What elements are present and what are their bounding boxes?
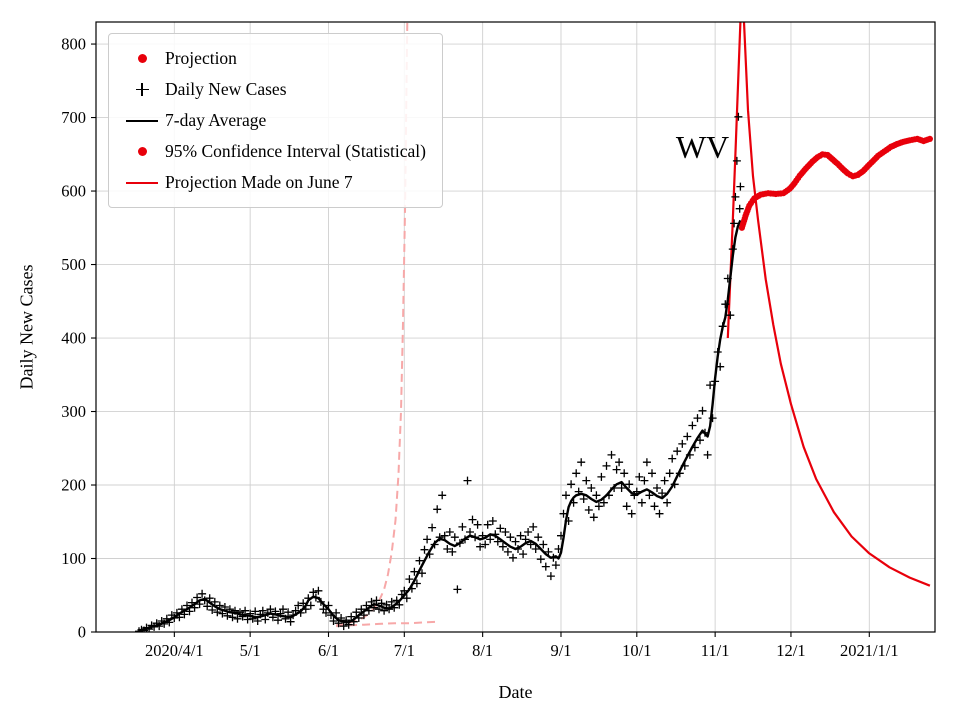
- axes-frame: [95, 21, 936, 633]
- y-tick-label: 700: [61, 108, 86, 127]
- y-axis-title: Daily New Cases: [16, 264, 37, 390]
- projection-dots: [738, 135, 934, 231]
- y-tick-label: 0: [78, 623, 86, 642]
- black-plus-icon: [119, 83, 165, 96]
- x-tick-label: 5/1: [240, 641, 261, 660]
- seven-day-average-line: [138, 219, 742, 632]
- legend-item-label: Projection Made on June 7: [165, 172, 353, 192]
- red-dot-icon: [119, 147, 165, 156]
- legend: Projection Daily New Cases 7-day Average 95…: [108, 33, 443, 208]
- x-tick-label: 2021/1/1: [840, 641, 899, 660]
- ci-upper-line: [335, 22, 409, 627]
- y-tick-label: 800: [61, 35, 86, 54]
- legend-item: 95% Confidence Interval (Statistical): [119, 136, 426, 167]
- legend-item-label: 7-day Average: [165, 110, 267, 130]
- legend-item-label: Projection: [165, 48, 237, 68]
- x-tick-label: 6/1: [318, 641, 339, 660]
- x-tick-label: 10/1: [622, 641, 651, 660]
- legend-item-label: Daily New Cases: [165, 79, 287, 99]
- legend-item-label: 95% Confidence Interval (Statistical): [165, 141, 426, 161]
- y-tick-label: 200: [61, 476, 86, 495]
- x-tick-label: 2020/4/1: [145, 641, 204, 660]
- legend-item: Daily New Cases: [119, 74, 426, 105]
- legend-item: 7-day Average: [119, 105, 426, 136]
- y-tick-label: 300: [61, 402, 86, 421]
- red-line-icon: [119, 181, 165, 184]
- x-tick-label: 11/1: [701, 641, 730, 660]
- x-axis-title: Date: [498, 682, 533, 702]
- x-tick-label: 8/1: [472, 641, 493, 660]
- y-tick-label: 400: [61, 329, 86, 348]
- y-tick-label: 100: [61, 549, 86, 568]
- june7-projection-line: [726, 22, 931, 587]
- legend-item: Projection: [119, 43, 426, 74]
- x-tick-label: 12/1: [776, 641, 805, 660]
- y-tick-label: 500: [61, 255, 86, 274]
- state-annotation: WV: [676, 129, 729, 165]
- red-dot-icon: [119, 54, 165, 63]
- black-line-icon: [119, 119, 165, 122]
- x-tick-label: 9/1: [550, 641, 571, 660]
- legend-item: Projection Made on June 7: [119, 167, 426, 198]
- y-tick-label: 600: [61, 182, 86, 201]
- x-tick-label: 7/1: [394, 641, 415, 660]
